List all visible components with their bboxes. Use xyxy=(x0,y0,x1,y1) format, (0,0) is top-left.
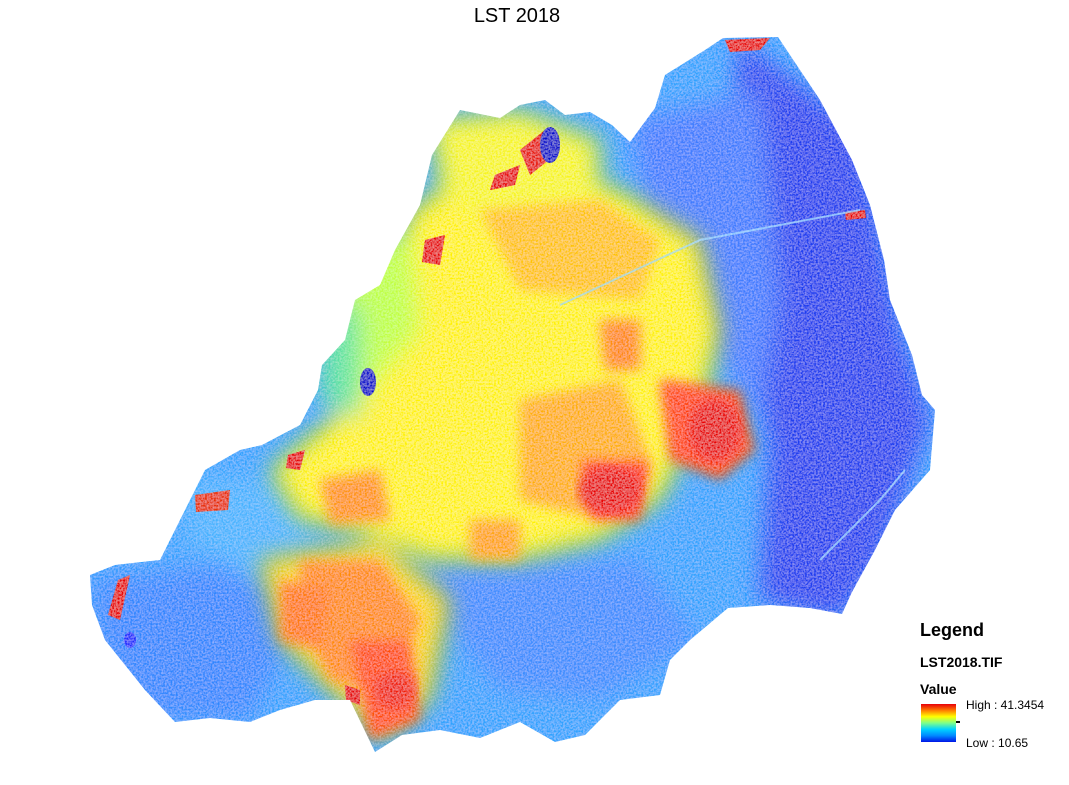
legend-high-label: High : 41.3454 xyxy=(966,698,1045,712)
legend-low-label: Low : 10.65 xyxy=(966,736,1029,750)
legend-color-ramp xyxy=(921,704,956,742)
legend-heading: Legend xyxy=(920,620,985,640)
legend-ramp-tick xyxy=(956,721,960,723)
map-title: LST 2018 xyxy=(473,5,561,27)
legend-field-label: Value xyxy=(920,681,957,697)
legend-layer-name: LST2018.TIF xyxy=(920,654,1003,670)
